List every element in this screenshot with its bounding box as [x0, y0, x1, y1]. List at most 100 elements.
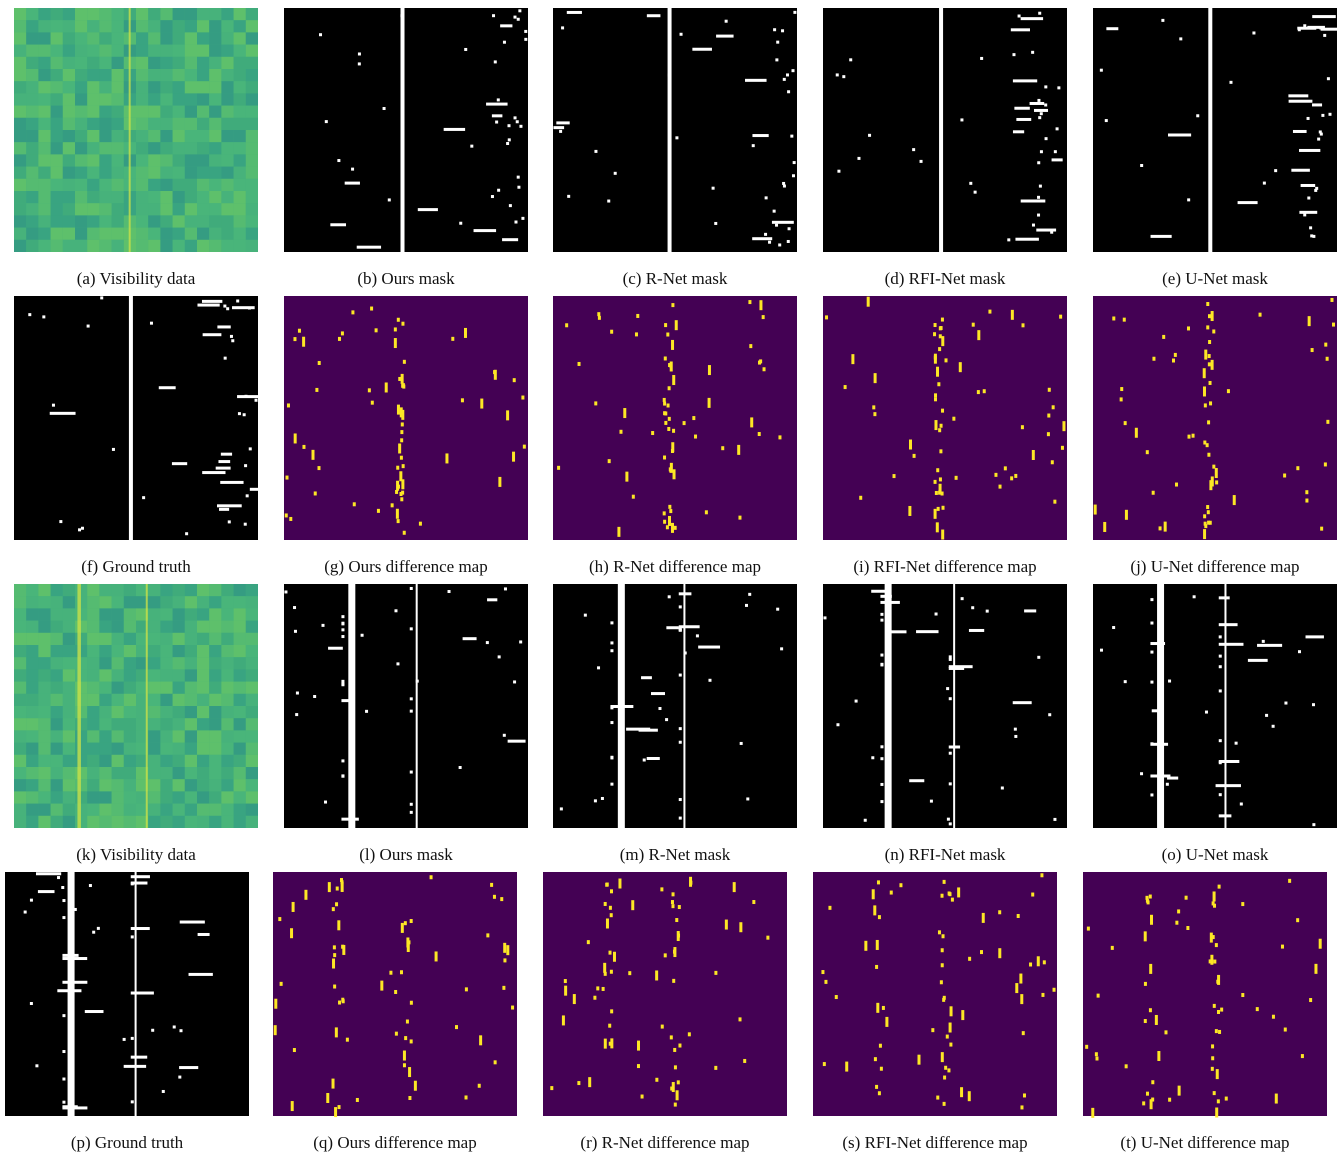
difference-speck — [523, 445, 526, 449]
visibility-texture — [209, 215, 221, 227]
visibility-texture — [209, 791, 221, 803]
visibility-texture — [112, 657, 124, 669]
mask-speck — [341, 635, 344, 638]
mask-speck — [1150, 622, 1153, 625]
visibility-texture — [99, 596, 111, 608]
visibility-texture — [99, 694, 111, 706]
mask-speck — [880, 619, 883, 622]
visibility-texture — [38, 228, 50, 240]
visibility-texture — [14, 93, 26, 105]
mask-speck — [341, 622, 344, 625]
visibility-texture — [124, 816, 136, 828]
mask-speck — [1193, 595, 1196, 598]
mask-speck — [491, 195, 494, 198]
mask-speck — [610, 783, 613, 786]
visibility-texture — [197, 657, 209, 669]
mask-speck — [249, 447, 252, 450]
visibility-texture — [38, 633, 50, 645]
mask-speck — [57, 876, 60, 879]
visibility-texture — [234, 57, 246, 69]
mask-speck — [949, 745, 960, 748]
visibility-texture — [221, 621, 233, 633]
visibility-texture — [14, 8, 26, 20]
visibility-texture — [99, 81, 111, 93]
visibility-texture — [51, 142, 63, 154]
visibility-texture — [209, 767, 221, 779]
visibility-texture — [14, 621, 26, 633]
visibility-texture — [87, 106, 99, 118]
difference-speck — [1309, 998, 1312, 1002]
difference-speck — [588, 1077, 591, 1087]
visibility-texture — [51, 203, 63, 215]
visibility-texture — [209, 730, 221, 742]
visibility-texture — [75, 130, 87, 142]
visibility-texture — [124, 694, 136, 706]
mask-speck — [1179, 37, 1182, 40]
difference-speck — [941, 1052, 944, 1062]
mask-speck — [880, 745, 883, 748]
visibility-texture — [99, 20, 111, 32]
difference-speck — [1162, 335, 1165, 339]
mask-speck — [328, 647, 343, 650]
visibility-texture — [26, 69, 38, 81]
visibility-texture — [14, 106, 26, 118]
visibility-texture — [63, 767, 75, 779]
difference-speck — [304, 890, 307, 900]
visibility-texture — [124, 718, 136, 730]
visibility-texture — [246, 93, 258, 105]
mask-speck — [486, 641, 489, 644]
difference-speck — [673, 1048, 676, 1052]
difference-speck — [651, 431, 654, 435]
visibility-texture — [63, 142, 75, 154]
difference-speck — [935, 491, 938, 495]
visibility-texture — [136, 106, 148, 118]
difference-speck — [512, 452, 515, 462]
difference-speck — [315, 388, 318, 392]
mask-line — [953, 584, 955, 828]
difference-speck — [874, 373, 877, 383]
difference-speck — [396, 509, 399, 519]
difference-speck — [1164, 522, 1167, 532]
mask-speck — [131, 927, 150, 930]
visibility-texture — [14, 20, 26, 32]
mask-speck — [679, 817, 682, 820]
visibility-texture — [51, 657, 63, 669]
visibility-texture — [99, 191, 111, 203]
visibility-texture — [63, 804, 75, 816]
visibility-texture — [26, 755, 38, 767]
visibility-texture — [185, 228, 197, 240]
difference-speck — [618, 879, 621, 889]
difference-speck — [1103, 522, 1106, 532]
mask-speck — [1291, 169, 1310, 172]
visibility-texture — [14, 57, 26, 69]
difference-speck — [688, 1032, 691, 1036]
visibility-texture — [173, 45, 185, 57]
difference-speck — [655, 1078, 658, 1082]
mask-speck — [752, 134, 768, 137]
mask-speck — [410, 697, 413, 700]
visibility-texture — [136, 179, 148, 191]
mask-speck — [1329, 113, 1332, 116]
difference-speck — [988, 310, 991, 314]
mask-speck — [470, 145, 473, 148]
mask-speck — [787, 90, 790, 93]
difference-speck — [400, 407, 403, 417]
visibility-texture — [173, 669, 185, 681]
difference-speck — [503, 943, 506, 953]
mask-speck — [698, 646, 720, 649]
visibility-texture — [112, 240, 124, 252]
mask-speck — [641, 676, 652, 679]
visibility-texture — [197, 669, 209, 681]
difference-image — [284, 296, 528, 540]
mask-speck — [524, 30, 527, 33]
visibility-texture — [14, 191, 26, 203]
visibility-texture — [75, 791, 87, 803]
visibility-texture — [221, 755, 233, 767]
difference-speck — [939, 449, 942, 453]
mask-speck — [1013, 79, 1037, 82]
visibility-texture — [209, 106, 221, 118]
visibility-texture — [185, 608, 197, 620]
visibility-texture — [173, 81, 185, 93]
mask-speck — [1219, 596, 1230, 599]
mask-speck — [559, 130, 562, 133]
